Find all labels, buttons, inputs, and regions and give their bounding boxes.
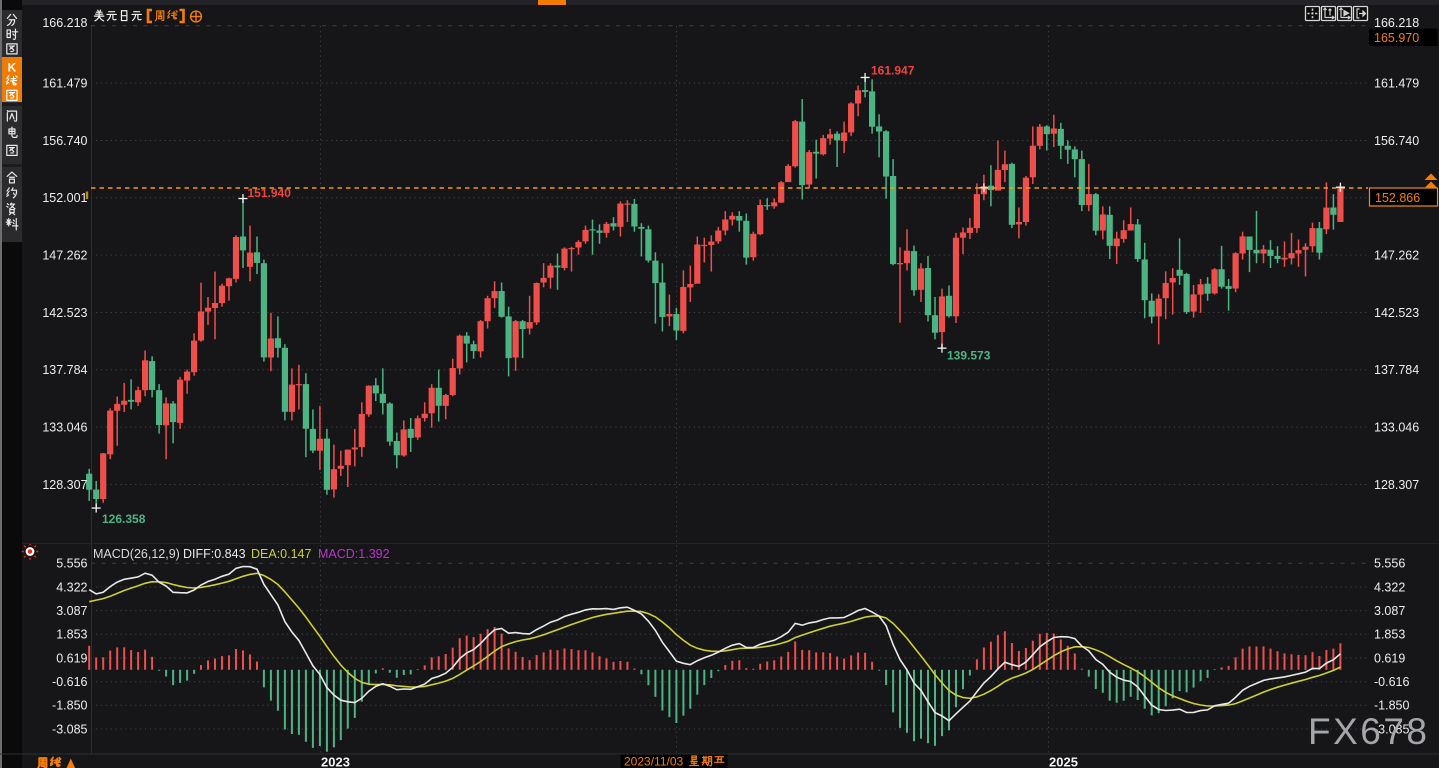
svg-text:147.262: 147.262 bbox=[1374, 248, 1419, 262]
svg-text:3.087: 3.087 bbox=[56, 604, 87, 618]
svg-text:2023/11/03: 2023/11/03 bbox=[624, 755, 683, 768]
svg-text:1.853: 1.853 bbox=[56, 628, 87, 642]
svg-text:142.523: 142.523 bbox=[1374, 306, 1419, 320]
svg-text:DEA:0.147: DEA:0.147 bbox=[251, 547, 312, 561]
svg-text:4.322: 4.322 bbox=[56, 580, 87, 594]
svg-text:2025: 2025 bbox=[1049, 755, 1078, 768]
svg-text:-0.616: -0.616 bbox=[52, 675, 87, 689]
svg-text:152.001: 152.001 bbox=[42, 191, 87, 205]
svg-text:128.307: 128.307 bbox=[42, 478, 87, 492]
svg-text:MACD:1.392: MACD:1.392 bbox=[318, 547, 390, 561]
svg-text:152.866: 152.866 bbox=[1375, 191, 1420, 205]
svg-text:161.479: 161.479 bbox=[42, 76, 87, 90]
svg-text:MACD(26,12,9): MACD(26,12,9) bbox=[93, 547, 180, 561]
svg-text:142.523: 142.523 bbox=[42, 306, 87, 320]
svg-text:-3.085: -3.085 bbox=[1374, 722, 1409, 736]
svg-text:128.307: 128.307 bbox=[1374, 478, 1419, 492]
svg-text:161.479: 161.479 bbox=[1374, 76, 1419, 90]
svg-text:151.940: 151.940 bbox=[248, 186, 292, 200]
svg-text:133.046: 133.046 bbox=[1374, 420, 1419, 434]
svg-text:0.619: 0.619 bbox=[56, 651, 87, 665]
svg-text:K: K bbox=[8, 61, 17, 75]
svg-text:-1.850: -1.850 bbox=[1374, 699, 1409, 713]
svg-text:DIFF:0.843: DIFF:0.843 bbox=[183, 547, 246, 561]
svg-text:0.619: 0.619 bbox=[1374, 651, 1405, 665]
svg-text:FX678: FX678 bbox=[1308, 711, 1430, 752]
svg-text:156.740: 156.740 bbox=[42, 134, 87, 148]
svg-text:133.046: 133.046 bbox=[42, 420, 87, 434]
svg-text:156.740: 156.740 bbox=[1374, 134, 1419, 148]
svg-text:1.853: 1.853 bbox=[1374, 628, 1405, 642]
svg-text:147.262: 147.262 bbox=[42, 248, 87, 262]
svg-text:166.218: 166.218 bbox=[42, 16, 87, 30]
svg-text:161.947: 161.947 bbox=[871, 64, 915, 78]
svg-text:166.218: 166.218 bbox=[1374, 16, 1419, 30]
svg-text:-3.085: -3.085 bbox=[52, 722, 87, 736]
svg-text:2023: 2023 bbox=[321, 755, 350, 768]
svg-text:126.358: 126.358 bbox=[102, 512, 146, 526]
svg-text:137.784: 137.784 bbox=[1374, 363, 1419, 377]
svg-text:5.556: 5.556 bbox=[1374, 557, 1405, 571]
svg-text:139.573: 139.573 bbox=[947, 349, 991, 363]
svg-text:-0.616: -0.616 bbox=[1374, 675, 1409, 689]
svg-text:4.322: 4.322 bbox=[1374, 580, 1405, 594]
svg-text:165.970: 165.970 bbox=[1374, 31, 1419, 45]
svg-text:5.556: 5.556 bbox=[56, 557, 87, 571]
svg-text:137.784: 137.784 bbox=[42, 363, 87, 377]
svg-text:3.087: 3.087 bbox=[1374, 604, 1405, 618]
svg-text:-1.850: -1.850 bbox=[52, 699, 87, 713]
